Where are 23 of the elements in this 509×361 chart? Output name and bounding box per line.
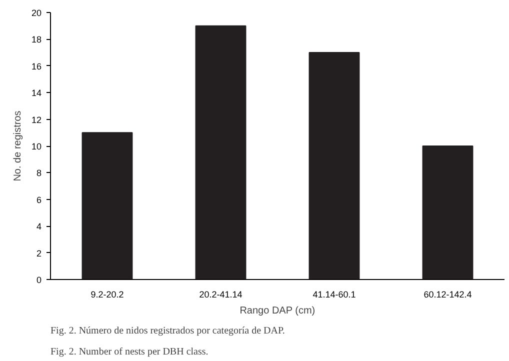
bar	[82, 132, 133, 280]
bar	[308, 52, 360, 280]
y-tick-label: 2	[36, 248, 42, 258]
x-tick-label: 41.14-60.1	[312, 290, 356, 300]
y-tick-label: 20	[31, 8, 42, 18]
y-tick-label: 8	[36, 168, 42, 178]
y-tick-label: 4	[36, 222, 42, 232]
y-tick-label: 0	[36, 275, 42, 285]
y-axis-title: No. de registros	[12, 110, 24, 182]
x-axis-title: Rango DAP (cm)	[240, 306, 316, 316]
x-tick-label: 9.2-20.2	[90, 290, 124, 300]
y-tick-label: 6	[36, 194, 42, 205]
x-tick-label: 20.2-41.14	[199, 290, 242, 300]
y-tick-label: 10	[31, 142, 42, 152]
y-tick-label: 16	[31, 61, 42, 72]
x-tick-label: 60.12-142.4	[424, 290, 472, 300]
y-tick-label: 12	[31, 114, 42, 125]
bar	[195, 25, 246, 280]
caption: Fig. 2. Número de nidos registrados por categoría de DAP.	[50, 326, 285, 336]
y-tick-label: 18	[31, 34, 42, 45]
caption: Fig. 2. Number of nests per DBH class.	[50, 346, 208, 358]
y-tick-label: 14	[31, 88, 42, 98]
bar	[422, 146, 474, 280]
